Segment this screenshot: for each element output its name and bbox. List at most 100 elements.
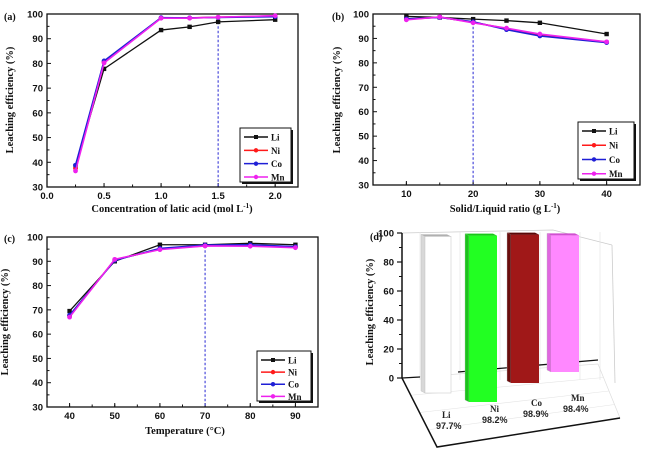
bar-category-label: Ni [490,404,499,414]
floor-front-edge [401,377,621,448]
data-point-mn [293,245,298,251]
legend-label-li: Li [609,127,618,137]
data-point-li [158,27,164,33]
legend-label-li: Li [271,133,280,143]
x-axis-label-text: Solid/Liquid ratio (g L [450,204,551,215]
data-point-mn [215,14,221,20]
y-tick-label: 40 [358,156,369,167]
x-axis-label-superscript: -1 [243,202,249,210]
x-tick-label: 2.0 [269,191,282,202]
right-wall-edge [611,244,616,384]
data-point-mn [158,15,164,21]
data-point-mn [112,256,118,262]
panel-label: (b) [332,12,344,23]
series-line-mn [74,14,276,172]
bar-ni [469,235,497,402]
data-point-mn [604,39,610,45]
x-tick-label: 60 [155,411,166,422]
legend-label-mn: Mn [609,169,623,179]
panel-b-line-chart: 30 40 50 60 70 80 90 100 10 20 30 40 Li Ni Co Mn (b) Leac… [332,10,641,215]
bar-value-label: 97.7% [436,421,462,431]
data-point-mn [504,25,509,31]
panel-c-line-chart: 30 40 50 60 70 80 90 100 40 50 60 70 80 90 Li Ni Co Mn (c)… [0,233,319,437]
legend-box [256,350,312,402]
legend-marker-ni [253,148,259,153]
data-point-li [470,16,476,22]
legend-marker-mn [270,394,276,399]
y-tick-label: 50 [32,354,43,365]
legend-marker-li [254,135,258,139]
legend-marker-co [270,382,276,387]
legend-label-co: Co [288,380,299,390]
data-point-li [215,19,221,25]
legend-label-ni: Ni [271,146,280,156]
x-axis-label: Concentration of latic acid (mol L-1) [91,202,253,215]
y-tick-label: 30 [32,403,43,414]
data-point-mn [272,13,278,19]
y-tick-label: 100 [378,229,394,240]
bar-co [511,234,539,383]
data-point-mn [157,247,163,253]
bar-li [424,236,452,394]
x-tick-label: 0.5 [97,191,111,202]
y-tick-label: 80 [383,258,394,269]
y-tick-label: 50 [358,132,369,143]
y-tick-label: 100 [27,233,43,244]
x-tick-label: 10 [401,189,412,200]
y-tick-label: 40 [32,158,43,169]
bar-value-label: 98.2% [482,415,508,425]
data-point-mn [67,314,72,320]
x-tick-label: 50 [109,411,120,422]
y-tick-label: 90 [358,34,369,45]
y-tick-label: 60 [383,287,394,298]
y-tick-label: 100 [27,10,43,21]
x-tick-label: 70 [200,411,211,422]
bar-side-li [420,234,426,394]
x-tick-label: 90 [290,411,301,422]
legend-marker-ni [270,369,276,375]
legend-marker-li [592,129,596,133]
y-tick-label: 80 [358,58,369,69]
y-tick-label: 90 [32,257,43,268]
data-point-mn [437,14,443,20]
series-line-mn [68,245,296,318]
y-tick-label: 70 [32,84,43,95]
x-axis-label-superscript: -1 [551,202,557,210]
y-tick-label: 80 [32,59,43,70]
bar-category-label: Mn [571,393,585,403]
floor-grid-line [428,404,615,431]
bar-top-ni [465,233,497,236]
y-tick-label: 60 [358,107,369,118]
x-tick-label: 1.5 [212,191,226,202]
x-tick-label: 30 [535,189,546,200]
y-tick-label: 50 [32,133,43,144]
bar-value-label: 98.4% [563,404,589,414]
y-axis-label: Leaching efficiency (%) [0,268,11,375]
y-axis-label: Leaching efficiency (%) [5,46,16,153]
bar-mn [551,235,579,372]
x-axis-label-end: ) [249,204,253,215]
data-point-li [157,242,163,247]
y-tick-label: 30 [32,183,43,194]
series-line-ni [68,244,296,317]
y-tick-label: 40 [32,378,43,389]
back-wall-top-edge [401,229,613,246]
data-point-mn [537,31,543,37]
data-point-mn [202,243,208,249]
legend-label-ni: Ni [609,141,618,151]
panel-a-line-chart: 30 40 50 60 70 80 90 100 0.0 0.5 1.0 1.5 2.0 Li Ni Co Mn… [4,10,299,215]
y-tick-label: 80 [32,281,43,292]
data-point-li [67,308,72,314]
x-tick-label: 20 [468,189,479,200]
panel-label: (c) [4,234,15,245]
legend-marker-co [253,161,259,166]
legend-marker-li [271,358,275,362]
bar-side-mn [546,232,552,373]
panel-label: (a) [4,12,16,23]
y-tick-label: 0 [389,374,394,385]
x-axis-label: Temperature (°C) [145,426,225,437]
data-point-li [101,66,107,72]
legend-label-co: Co [271,159,282,169]
